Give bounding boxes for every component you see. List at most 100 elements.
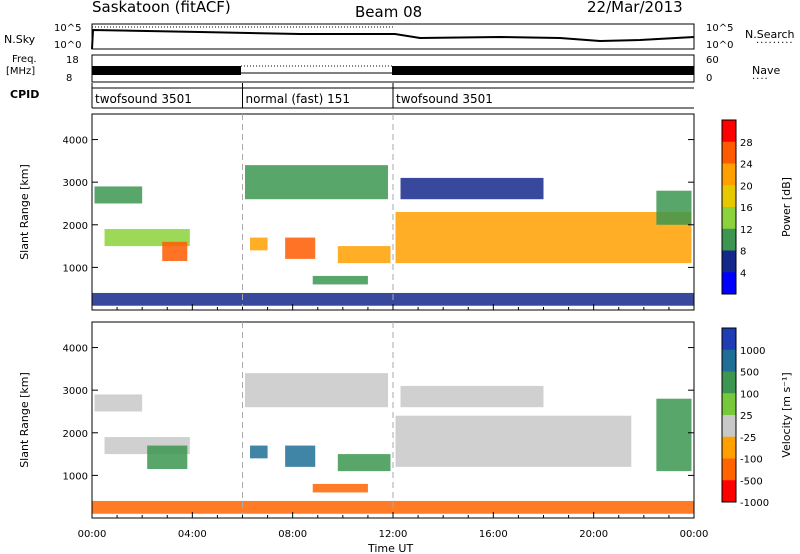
- colorbar-tick-label: -25: [740, 433, 756, 444]
- echo-region: [250, 445, 268, 459]
- colorbar-segment: [722, 163, 736, 186]
- echo-region: [337, 454, 391, 472]
- echo-region: [285, 237, 316, 259]
- date-label: 22/Mar/2013: [587, 0, 683, 16]
- chart-title: Saskatoon (fitACF): [92, 0, 231, 16]
- freq-label: Freq.: [12, 54, 37, 65]
- x-axis: 00:00 04:00 08:00 12:00 16:00 20:00 00:00: [78, 529, 709, 540]
- x-tick-label: 08:00: [278, 529, 307, 540]
- colorbar-tick-label: -100: [740, 455, 763, 466]
- nave-tick-bottom: 0: [706, 73, 712, 84]
- y-tick-label: 3000: [63, 386, 88, 397]
- colorbar-segment: [722, 480, 736, 503]
- echo-region: [395, 415, 632, 467]
- freq-unit-label: [MHz]: [6, 66, 36, 77]
- echo-region: [312, 483, 368, 493]
- y-axis-label: Slant Range [km]: [18, 164, 31, 260]
- colorbar-tick-label: 4: [740, 268, 746, 279]
- echo-region: [245, 165, 388, 200]
- colorbar-tick-label: -500: [740, 476, 763, 487]
- cpid-segments: twofsound 3501 normal (fast) 151 twofsound…: [91, 83, 694, 109]
- colorbar-tick-label: 24: [740, 160, 753, 171]
- echo-region: [245, 373, 388, 408]
- y-tick-label: 2000: [63, 221, 88, 232]
- colorbar-segment: [722, 415, 736, 438]
- colorbar-segment: [722, 141, 736, 164]
- nsky-tick-bottom: 10^0: [54, 40, 81, 51]
- echo-region: [94, 394, 143, 412]
- colorbar-tick-label: 12: [740, 225, 753, 236]
- echo-region: [400, 385, 544, 408]
- echo-region: [400, 177, 544, 200]
- x-tick-label: 00:00: [680, 529, 709, 540]
- colorbar-frame: [721, 119, 737, 295]
- freq-trace-1: [92, 66, 241, 75]
- colorbar-label: Velocity [m s⁻¹]: [780, 372, 793, 457]
- x-tick-label: 20:00: [579, 529, 608, 540]
- velocity-panel: 1000 2000 3000 4000 Slant Range [km] 1000 500 1…: [18, 321, 793, 519]
- echo-region: [395, 212, 692, 264]
- echo-region: [94, 186, 143, 204]
- y-tick-label: 1000: [63, 263, 88, 274]
- y-tick-label: 4000: [63, 136, 88, 147]
- nave-tick-top: 60: [706, 55, 719, 66]
- colorbar-segment: [722, 393, 736, 416]
- echo-region: [656, 190, 692, 225]
- nsky-label: N.Sky: [4, 33, 36, 46]
- nsearch-label: N.Search: [745, 28, 795, 41]
- colorbar-segment: [722, 185, 736, 208]
- power-panel: 1000 2000 3000 4000 Slant Range [km] 28 24 20 16…: [18, 113, 793, 311]
- colorbar-tick-label: 16: [740, 203, 753, 214]
- y-tick-label: 2000: [63, 429, 88, 440]
- echo-region: [312, 275, 368, 285]
- echo-region: [147, 445, 188, 469]
- colorbar-segment: [722, 349, 736, 372]
- cpid-segment-label: twofsound 3501: [396, 92, 493, 106]
- echo-region: [162, 241, 188, 261]
- colorbar-tick-label: 8: [740, 247, 746, 258]
- colorbar-label: Power [dB]: [780, 177, 793, 237]
- cpid-segment-label: normal (fast) 151: [246, 92, 350, 106]
- colorbar-segment: [722, 120, 736, 143]
- nsky-panel-frame: [91, 23, 695, 50]
- x-tick-label: 16:00: [479, 529, 508, 540]
- colorbar-tick-label: -1000: [740, 498, 769, 509]
- nsearch-legend-dots: ·········: [756, 38, 794, 49]
- y-tick-label: 4000: [63, 344, 88, 355]
- colorbar-segment: [722, 207, 736, 230]
- colorbar-segment: [722, 328, 736, 351]
- colorbar-segment: [722, 228, 736, 251]
- colorbar-segment: [722, 458, 736, 481]
- beam-label: Beam 08: [355, 3, 423, 21]
- y-tick-label: 3000: [63, 178, 88, 189]
- y-tick-label: 1000: [63, 471, 88, 482]
- colorbar-tick-label: 100: [740, 389, 759, 400]
- echo-region: [337, 246, 391, 264]
- x-tick-label: 00:00: [78, 529, 107, 540]
- cpid-segment-label: twofsound 3501: [95, 92, 192, 106]
- freq-tick-bottom: 8: [66, 73, 72, 84]
- x-tick-label: 12:00: [379, 529, 408, 540]
- colorbar-segment: [722, 371, 736, 394]
- echo-region: [285, 445, 316, 467]
- colorbar-frame: [721, 327, 737, 503]
- colorbar-tick-label: 1000: [740, 346, 765, 357]
- echo-region: [250, 237, 268, 251]
- freq-tick-top: 18: [66, 55, 79, 66]
- colorbar-segment: [722, 272, 736, 295]
- colorbar-tick-label: 20: [740, 181, 753, 192]
- colorbar-segment: [722, 436, 736, 459]
- cpid-label: CPID: [10, 88, 40, 101]
- colorbar-tick-label: 500: [740, 368, 759, 379]
- echo-region: [656, 398, 692, 472]
- nave-legend-dots: ····: [752, 74, 769, 85]
- colorbar-tick-label: 25: [740, 411, 753, 422]
- nsearch-tick-bottom: 10^0: [706, 40, 733, 51]
- nsearch-tick-top: 10^5: [706, 23, 733, 34]
- colorbar-segment: [722, 250, 736, 273]
- freq-trace-3: [392, 66, 694, 75]
- colorbar-tick-label: 28: [740, 138, 753, 149]
- x-tick-label: 04:00: [178, 529, 207, 540]
- nsky-tick-top: 10^5: [54, 23, 81, 34]
